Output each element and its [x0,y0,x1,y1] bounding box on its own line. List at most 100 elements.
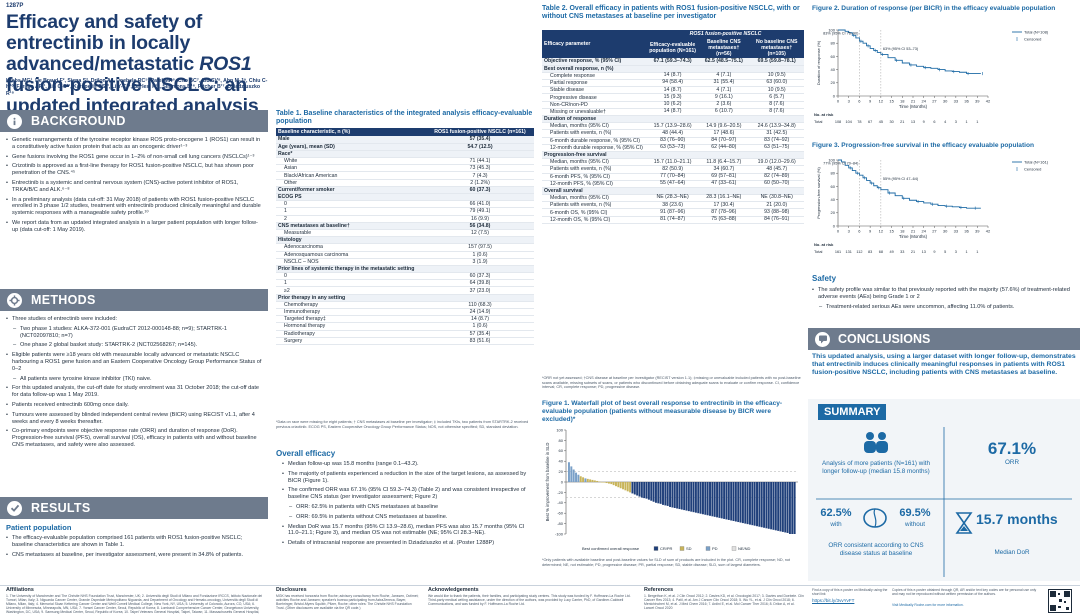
waterfall-bar [779,482,782,532]
x-tick-label: 24 [921,229,926,234]
table-row: Targeted therapy‡ 14 (8.7) [276,315,534,324]
table-cell-value: 2 (1.2%) [426,179,534,187]
y-tick-label: 20 [559,469,564,474]
gear-icon [7,292,22,308]
table-cell-value: 66 (41.0) [426,200,534,209]
table-cell-value: 48 (44.4) [647,129,699,138]
table-row: Missing or unevaluable† 14 (8.7) 6 (10.7) 8… [542,108,804,117]
table-cell-value: 16 (9.9) [426,215,534,223]
waterfall-bar [633,482,636,495]
waterfall-bar [777,482,780,531]
table-cell-value: 69 (57–81) [698,173,750,181]
figure1-title: Figure 1. Waterfall plot of best overall… [542,400,783,423]
table-cell-value: 19.0 (12.0–29.6) [749,158,804,167]
at-risk-value: 161 [835,250,841,254]
table-cell-label: Black/African American [276,171,426,180]
x-tick-label: 0 [837,99,840,104]
table-cell-value: 94 (58.4) [647,79,699,88]
table-row: CNS metastases at baseline† 56 (34.8) [276,222,534,230]
x-tick-label: 3 [848,229,851,234]
table2: Efficacy parameter ROS1 fusion-positive … [542,30,804,224]
table-cell-value: 64 (39.8) [426,279,534,288]
legend-censored: Censored [1024,37,1041,42]
table-cell-label: Missing or unevaluable† [542,108,647,117]
patient-population-heading: Patient population [6,523,72,532]
table-row: Median, months (95% CI) 15.7 (11.0–21.1) 1… [542,158,804,167]
table-cell-label: 6-month PFS, % (95% CI) [542,173,647,181]
table-cell-value: 84 (70–97) [698,137,750,145]
waterfall-bar [676,482,679,509]
y-tick-label: 80 [831,41,836,46]
table-row: Hormonal therapy 1 (0.6) [276,322,534,331]
table-cell-label: NSCLC – NOS [276,258,426,266]
summary-box: SUMMARY Analysis of more patients (N=161… [808,399,1080,581]
waterfall-bar [741,482,744,524]
table-cell-value: 93 (88–98) [749,208,804,217]
waterfall-bar [671,482,674,508]
waterfall-bar [690,482,693,512]
y-tick-label: 80 [831,171,836,176]
waterfall-bar [746,482,749,525]
table-cell-label: Immunotherapy [276,308,426,317]
list-item: ORR: 62.5% in patients with CNS metastas… [282,504,534,511]
table-cell-value: 6 (10.7) [698,108,750,117]
x-axis-label: Time (Months) [899,234,928,239]
table-cell-label: Median, months (95% CI) [542,122,647,131]
waterfall-bar [666,482,669,506]
table-cell-value: 87 (78–96) [698,208,750,217]
table-cell-value: 38 (23.6) [647,201,699,210]
table-row: 12-month PFS, % (95% CI) 55 (47–64) 47 (33… [542,180,804,188]
table-cell-value: 57 (35.4) [426,136,534,144]
waterfall-bar [770,482,773,530]
poster-title: Efficacy and safety of entrectinib in lo… [6,12,268,117]
table-cell-value [698,187,750,196]
legend-swatch [653,546,659,551]
legend-total: Total (N=161) [1024,160,1049,165]
at-risk-label: No. at risk [814,242,834,247]
table-cell-value: 48 (45.7) [749,165,804,174]
summary-orr-without-cns: 69.5% [899,507,931,519]
table-cell-value: 55 (47–64) [647,180,699,188]
table-row: 1 79 (49.1) [276,207,534,216]
waterfall-bar [605,482,608,484]
list-item: All patients were tyrosine kinase inhibi… [6,376,264,383]
table-cell-value: 82 (74–89) [749,173,804,181]
short-link[interactable]: https://bit.ly/3vvYvFT [812,598,855,603]
table-cell-label: Non-CR/non-PD [542,101,647,109]
table-cell-value: 11.8 (6.4–15.7) [698,158,750,167]
table-cell-label: Duration of response [542,115,647,124]
brain-icon [862,505,888,531]
table-row: 0 66 (41.0) [276,200,534,209]
table-cell-label: Patients with events, n (%) [542,129,647,138]
table-cell-value: 91 (87–96) [647,208,699,217]
waterfall-bar [662,482,664,505]
table-row: Current/former smoker 60 (37.3) [276,186,534,195]
methods-title: METHODS [31,293,96,307]
x-tick-label: 36 [964,229,969,234]
x-tick-label: 27 [932,229,937,234]
table-cell-value: 8 (7.6) [749,108,804,117]
table-row: Other 2 (1.2%) [276,179,534,187]
list-item: We report data from an updated integrate… [6,220,264,234]
title-part-1: Efficacy and safety of entrectinib in lo… [6,11,203,75]
table-cell-value [749,151,804,160]
y-tick-label: 40 [831,67,836,72]
table-cell-value: 83 (51.6) [426,337,534,345]
footer: Affiliations 1. The University of Manche… [0,585,1080,614]
waterfall-bar [720,482,723,519]
list-item: Gene fusions involving the ROS1 gene occ… [6,154,264,161]
x-tick-label: 36 [964,99,969,104]
qr-code[interactable] [1048,589,1072,613]
qr-visit-note: Visit Medically Roche.com for more infor… [892,603,964,607]
table-cell-value: 82 (50.9) [647,165,699,174]
overall-efficacy-list: Median follow-up was 15.8 months (range … [282,461,534,550]
y-tick-label: -20 [557,490,564,495]
waterfall-bar [793,482,796,534]
summary-cns-text: ORR consistent according to CNS disease … [828,542,924,557]
table-cell-value: 10 (6.2) [647,101,699,109]
at-risk-value: 108 [835,120,841,124]
at-risk-value: 33 [900,250,904,254]
overall-efficacy-heading: Overall efficacy [276,449,336,458]
table-row: 6-month PFS, % (95% CI) 77 (70–84) 69 (57–… [542,173,804,181]
